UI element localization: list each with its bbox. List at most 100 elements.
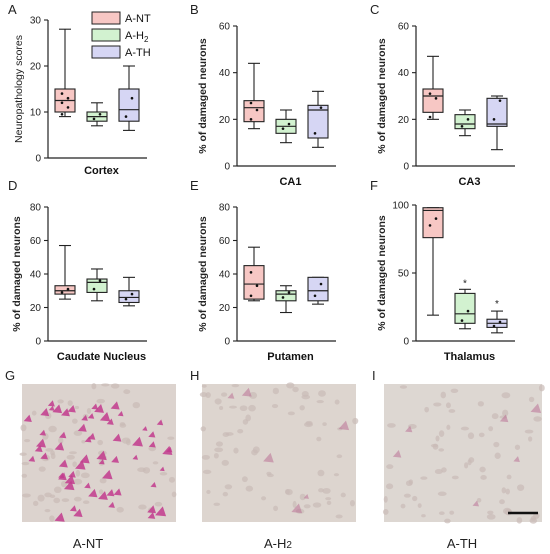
tissue-cell xyxy=(529,517,538,524)
stained-neuron xyxy=(58,472,65,479)
x-axis-label: Cortex xyxy=(84,165,120,177)
tissue-cell xyxy=(479,466,486,473)
box-iqr xyxy=(54,285,76,295)
stained-neuron xyxy=(77,423,87,432)
stained-neuron xyxy=(23,414,32,422)
x-axis-label: CA3 xyxy=(458,176,480,188)
stained-neuron xyxy=(36,438,46,448)
y-tick-label: 10 xyxy=(30,108,42,119)
data-point xyxy=(92,117,96,121)
tissue-cell xyxy=(438,511,445,516)
data-point xyxy=(319,282,323,286)
stained-neuron xyxy=(67,405,76,413)
stained-neuron xyxy=(156,419,164,426)
tissue-cell xyxy=(502,409,509,417)
tissue-cell xyxy=(333,473,340,477)
tissue-cell xyxy=(444,518,451,524)
tissue-cell xyxy=(237,428,244,434)
tissue-cell xyxy=(31,410,37,416)
tissue-cell xyxy=(477,401,484,407)
tissue-cell xyxy=(154,501,163,507)
panel-letter: C xyxy=(370,2,379,17)
tissue-cell xyxy=(123,389,131,395)
y-tick-label: 60 xyxy=(219,22,231,33)
panel-letter: D xyxy=(8,178,17,193)
data-point xyxy=(130,96,134,100)
box-iqr xyxy=(118,290,140,304)
panel-letter: I xyxy=(372,368,376,383)
tissue-cell xyxy=(286,382,295,389)
tissue-cell xyxy=(61,498,70,503)
tissue-cell xyxy=(19,452,27,456)
tissue-cell xyxy=(340,492,346,498)
panel-letter: H xyxy=(190,368,199,383)
tissue-cell xyxy=(220,392,228,397)
panel-letter: F xyxy=(370,178,378,193)
stained-neuron xyxy=(108,501,115,508)
stained-neuron xyxy=(513,456,520,462)
tissue-cell xyxy=(229,405,237,409)
data-point xyxy=(255,108,259,112)
tissue-cell xyxy=(326,500,332,506)
stained-neuron xyxy=(227,392,235,399)
box-nt xyxy=(422,207,444,316)
tissue-cell xyxy=(517,484,525,491)
tissue-cell xyxy=(491,413,499,420)
tissue-cell xyxy=(241,476,248,483)
tissue-cell xyxy=(73,496,82,502)
tissue-cell xyxy=(201,384,207,388)
tissue-cell xyxy=(446,424,451,430)
y-tick-label: 0 xyxy=(403,162,409,173)
tissue-cell xyxy=(448,409,456,413)
tissue-cell xyxy=(21,461,30,466)
stained-neuron xyxy=(147,505,157,514)
tissue-cell xyxy=(421,514,426,518)
data-point xyxy=(428,224,432,227)
tissue-cell xyxy=(49,494,56,499)
tissue-cell xyxy=(450,388,459,393)
tissue-cell xyxy=(468,457,475,463)
stained-neuron xyxy=(64,474,76,485)
tissue-cell xyxy=(99,478,107,484)
tissue-cell xyxy=(349,499,355,507)
tissue-cell xyxy=(119,422,126,426)
box-h2 xyxy=(454,288,476,330)
tissue-cell xyxy=(116,506,124,513)
tissue-cell xyxy=(399,385,408,389)
tissue-cell xyxy=(97,439,104,446)
data-point xyxy=(498,320,502,324)
tissue-cell xyxy=(224,484,233,490)
stained-neuron xyxy=(63,480,75,491)
stained-neuron xyxy=(58,459,68,468)
stained-neuron xyxy=(96,450,107,461)
tissue-cell xyxy=(304,422,313,428)
micrograph-i: I A-TH xyxy=(372,368,545,551)
y-tick-label: 30 xyxy=(30,16,42,27)
legend-swatch-h2 xyxy=(91,28,121,42)
tissue-cell xyxy=(233,447,239,454)
tissue-cell xyxy=(82,500,90,505)
x-axis-label: Caudate Nucleus xyxy=(57,351,146,363)
box-th xyxy=(118,65,140,131)
tissue-cell xyxy=(72,418,78,424)
tissue-cell xyxy=(221,459,229,466)
box-h2 xyxy=(454,109,476,137)
tissue-cell xyxy=(487,510,494,515)
data-point xyxy=(492,324,496,328)
legend-swatch-th xyxy=(91,45,121,59)
stained-neuron xyxy=(142,426,148,431)
tissue-cell xyxy=(201,454,210,460)
data-point xyxy=(60,92,64,95)
tissue-cell xyxy=(80,472,90,479)
data-point xyxy=(460,125,464,128)
tissue-cell xyxy=(449,510,455,515)
y-axis-label: % of damaged neurons xyxy=(197,38,209,154)
stained-neuron xyxy=(499,414,509,423)
data-point xyxy=(249,101,253,105)
tissue-cell xyxy=(400,503,406,509)
tissue-cell xyxy=(516,517,523,524)
tissue-cell xyxy=(352,417,359,425)
stained-neuron xyxy=(472,500,479,507)
tissue-cell xyxy=(67,400,73,406)
tissue-cell xyxy=(91,383,97,390)
